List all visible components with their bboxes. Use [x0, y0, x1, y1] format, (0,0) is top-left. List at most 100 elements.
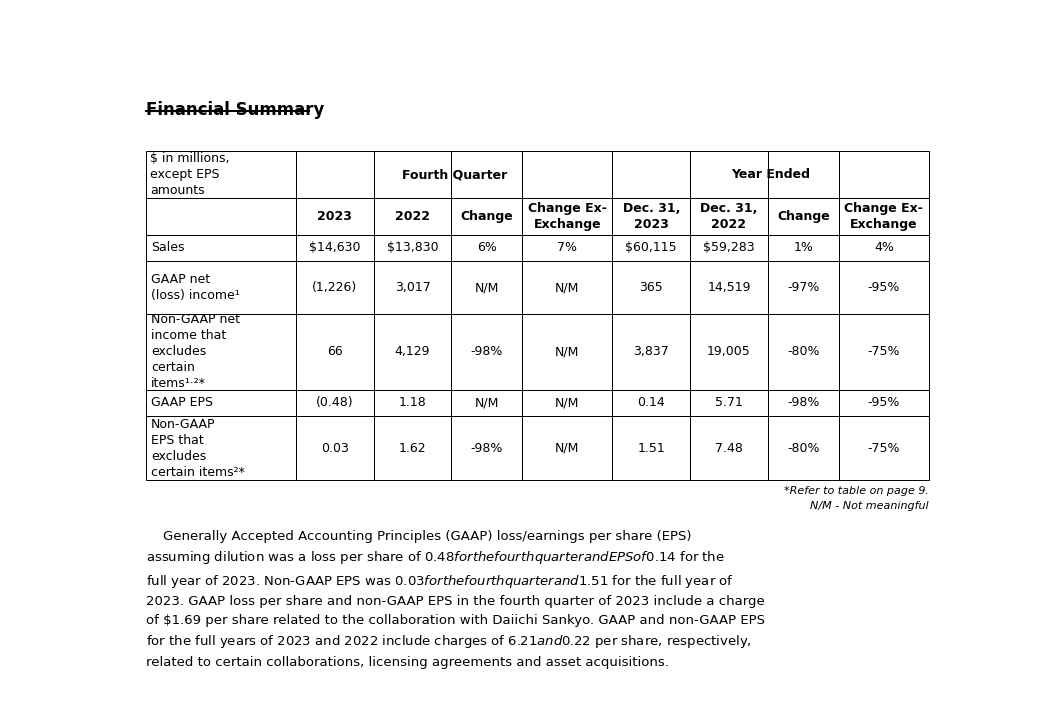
Text: N/M: N/M: [555, 397, 580, 410]
Bar: [523, 314, 612, 390]
Bar: [452, 390, 523, 416]
Text: N/M: N/M: [555, 442, 580, 455]
Bar: [768, 416, 839, 481]
Text: $13,830: $13,830: [386, 242, 438, 255]
Bar: [690, 261, 768, 314]
Text: N/M: N/M: [475, 397, 499, 410]
Bar: [452, 416, 523, 481]
Text: 66: 66: [327, 345, 342, 358]
Text: 0.14: 0.14: [637, 397, 665, 410]
Bar: [768, 151, 839, 198]
Text: -98%: -98%: [471, 345, 503, 358]
Bar: [374, 261, 452, 314]
Bar: [523, 151, 612, 198]
Bar: [612, 314, 690, 390]
Text: Financial Summary: Financial Summary: [146, 101, 325, 119]
Text: -80%: -80%: [787, 442, 819, 455]
Bar: [839, 235, 929, 261]
Bar: [690, 235, 768, 261]
Text: -95%: -95%: [867, 397, 900, 410]
Bar: [296, 416, 374, 481]
Text: $60,115: $60,115: [626, 242, 677, 255]
Bar: [839, 390, 929, 416]
Text: Dec. 31,
2023: Dec. 31, 2023: [623, 202, 680, 231]
Text: 4%: 4%: [873, 242, 894, 255]
Text: -80%: -80%: [787, 345, 819, 358]
Text: Sales: Sales: [151, 242, 184, 255]
Text: Year Ended: Year Ended: [731, 168, 810, 181]
Text: Fourth Quarter: Fourth Quarter: [402, 168, 507, 181]
Text: $ in millions,
except EPS
amounts: $ in millions, except EPS amounts: [150, 152, 230, 197]
Text: Change Ex-
Exchange: Change Ex- Exchange: [528, 202, 607, 231]
Text: Dec. 31,
2022: Dec. 31, 2022: [701, 202, 758, 231]
Bar: [146, 390, 296, 416]
Bar: [768, 314, 839, 390]
Text: GAAP EPS: GAAP EPS: [151, 397, 213, 410]
Bar: [452, 261, 523, 314]
Text: -75%: -75%: [867, 345, 900, 358]
Text: 4,129: 4,129: [395, 345, 430, 358]
Bar: [374, 390, 452, 416]
Text: 3,837: 3,837: [633, 345, 669, 358]
Bar: [612, 198, 690, 235]
Text: N/M: N/M: [475, 282, 499, 295]
Bar: [374, 314, 452, 390]
Bar: [146, 314, 296, 390]
Text: 14,519: 14,519: [707, 282, 751, 295]
Bar: [839, 416, 929, 481]
Bar: [146, 235, 296, 261]
Bar: [612, 416, 690, 481]
Text: 6%: 6%: [477, 242, 497, 255]
Text: -75%: -75%: [867, 442, 900, 455]
Bar: [839, 151, 929, 198]
Bar: [612, 151, 690, 198]
Bar: [146, 151, 296, 198]
Text: Change Ex-
Exchange: Change Ex- Exchange: [844, 202, 923, 231]
Bar: [690, 198, 768, 235]
Bar: [612, 235, 690, 261]
Bar: [839, 198, 929, 235]
Text: 365: 365: [639, 282, 663, 295]
Bar: [374, 198, 452, 235]
Text: -95%: -95%: [867, 282, 900, 295]
Text: -98%: -98%: [787, 397, 819, 410]
Text: Change: Change: [777, 210, 830, 223]
Text: $14,630: $14,630: [309, 242, 360, 255]
Text: N/M - Not meaningful: N/M - Not meaningful: [810, 500, 929, 510]
Bar: [690, 390, 768, 416]
Bar: [690, 314, 768, 390]
Text: -98%: -98%: [471, 442, 503, 455]
Bar: [296, 314, 374, 390]
Bar: [452, 314, 523, 390]
Bar: [839, 261, 929, 314]
Text: N/M: N/M: [555, 282, 580, 295]
Text: 2023: 2023: [318, 210, 352, 223]
Bar: [452, 198, 523, 235]
Bar: [768, 261, 839, 314]
Bar: [523, 198, 612, 235]
Bar: [374, 416, 452, 481]
Bar: [839, 314, 929, 390]
Text: $59,283: $59,283: [703, 242, 755, 255]
Text: (1,226): (1,226): [312, 282, 357, 295]
Bar: [523, 235, 612, 261]
Text: 7%: 7%: [557, 242, 578, 255]
Bar: [523, 416, 612, 481]
Bar: [690, 416, 768, 481]
Bar: [374, 235, 452, 261]
Bar: [296, 235, 374, 261]
Bar: [768, 198, 839, 235]
Text: 19,005: 19,005: [707, 345, 751, 358]
Text: 7.48: 7.48: [715, 442, 743, 455]
Text: Generally Accepted Accounting Principles (GAAP) loss/earnings per share (EPS)
as: Generally Accepted Accounting Principles…: [146, 529, 765, 669]
Bar: [612, 390, 690, 416]
Text: 2022: 2022: [395, 210, 430, 223]
Bar: [374, 151, 452, 198]
Bar: [452, 235, 523, 261]
Text: 5.71: 5.71: [715, 397, 743, 410]
Text: 1.62: 1.62: [399, 442, 427, 455]
Text: (0.48): (0.48): [316, 397, 354, 410]
Bar: [690, 151, 768, 198]
Text: Non-GAAP
EPS that
excludes
certain items²*: Non-GAAP EPS that excludes certain items…: [151, 418, 245, 479]
Text: 0.03: 0.03: [321, 442, 349, 455]
